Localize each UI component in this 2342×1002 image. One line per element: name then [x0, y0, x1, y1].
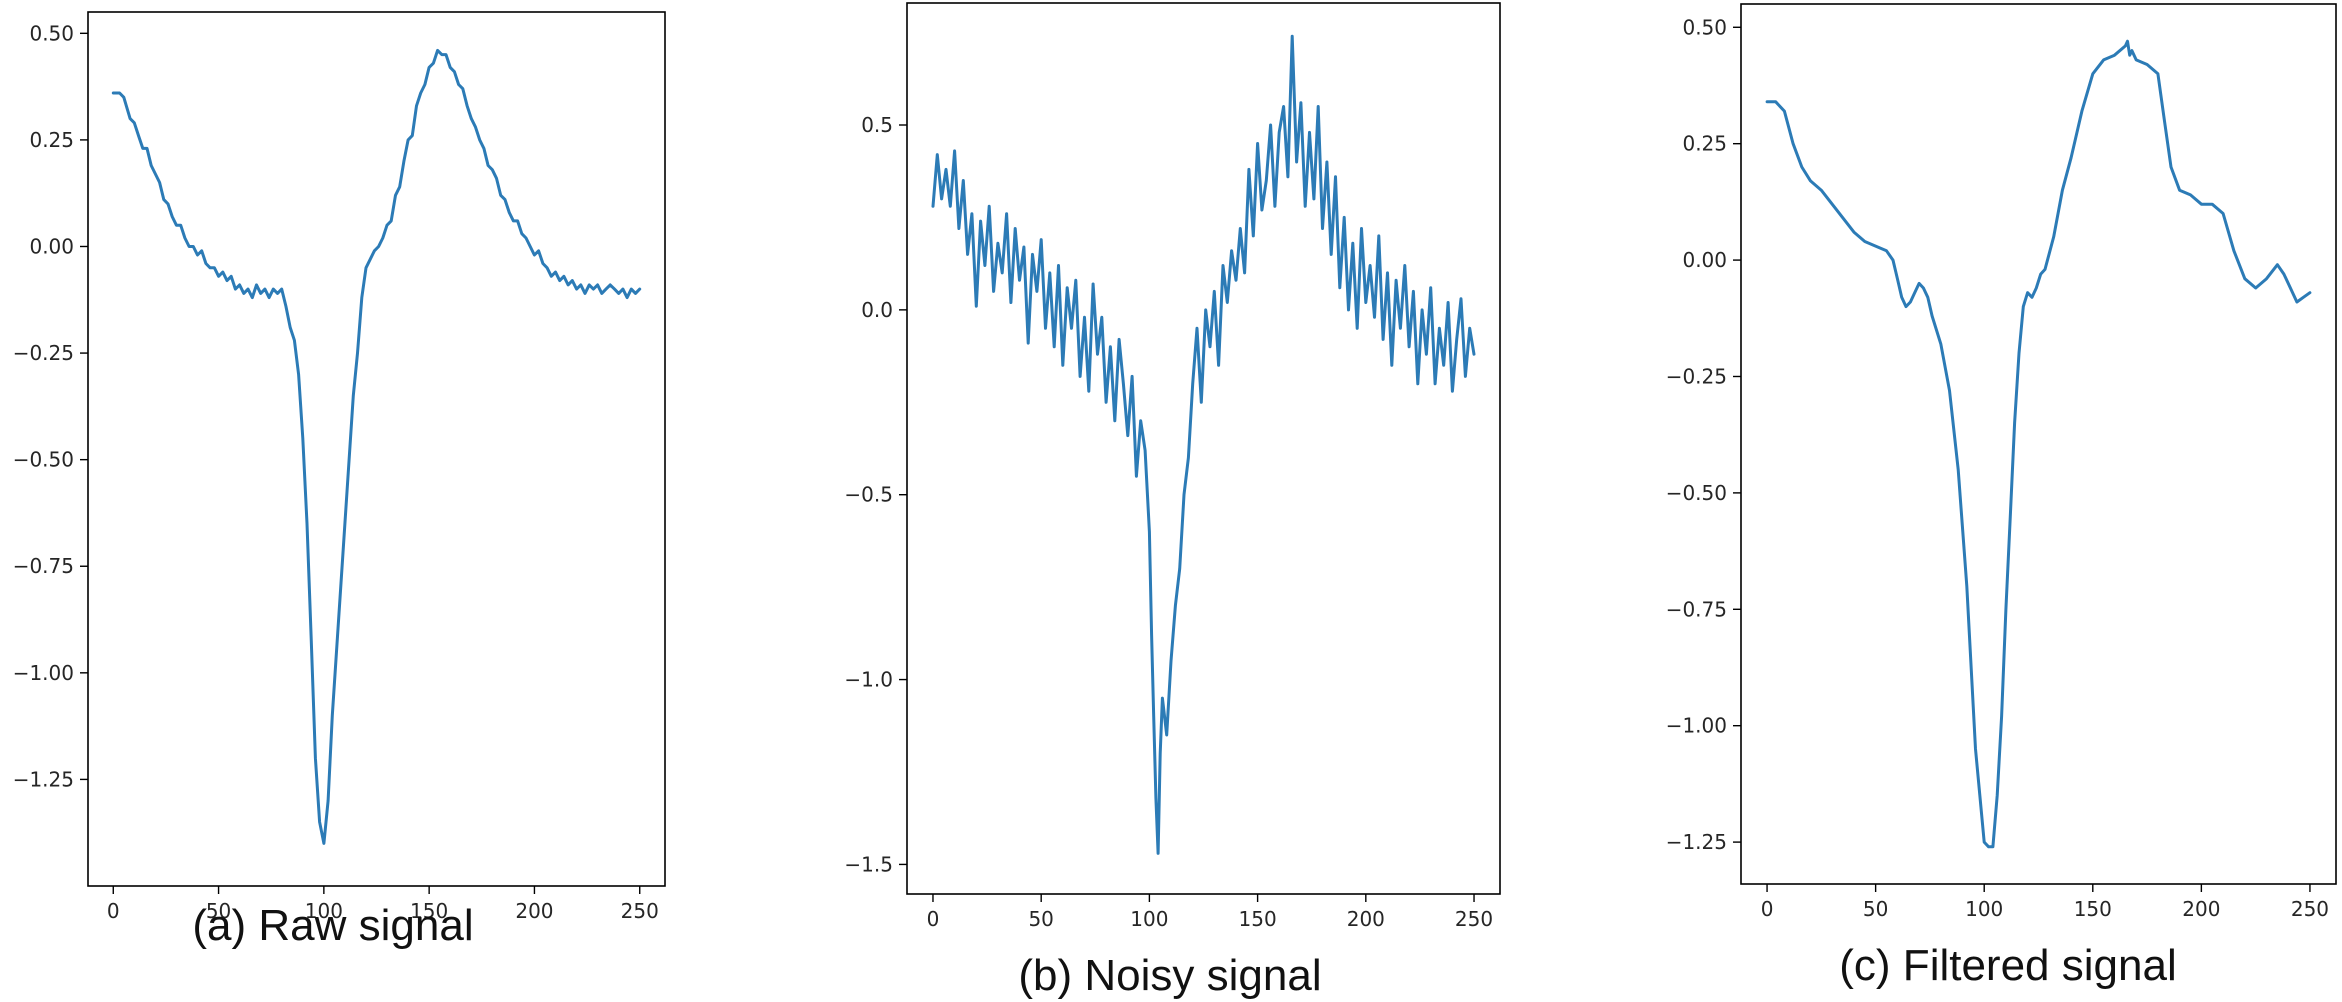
y-tick-label: 0.00	[29, 234, 74, 258]
panel-a: 0 50 100 150 200 250 0.50 0.25 0.00 −0.25 −0.50 −0.…	[13, 11, 666, 950]
x-tick-label: 250	[1455, 907, 1493, 931]
y-tick-label: −0.25	[1666, 364, 1727, 388]
x-tick-label: 100	[1130, 907, 1168, 931]
x-tick-label: 150	[2074, 897, 2112, 921]
x-tick-label: 0	[1761, 897, 1774, 921]
x-tick-label: 100	[305, 899, 343, 923]
panel-b: 0 50 100 150 200 250 0.5 0.0 −0.5 −1.0 −1.5 (b) No…	[844, 2, 1501, 1000]
panel-b-plot: 0 50 100 150 200 250 0.5 0.0 −0.5 −1.0 −1.5	[844, 2, 1501, 931]
y-tick-label: −0.75	[1666, 597, 1727, 621]
panel-a-frame	[87, 11, 666, 887]
x-tick-label: 0	[107, 899, 120, 923]
x-tick-label: 200	[1347, 907, 1385, 931]
y-tick-label: 0.25	[29, 128, 74, 152]
panel-c-series-line	[1765, 39, 2312, 849]
x-tick-label: 50	[206, 899, 231, 923]
x-tick-label: 150	[410, 899, 448, 923]
x-tick-label: 50	[1028, 907, 1053, 931]
y-tick-label: −1.0	[844, 668, 893, 692]
x-tick-label: 50	[1863, 897, 1888, 921]
x-tick-label: 250	[2291, 897, 2329, 921]
panel-a-caption: (a) Raw signal	[192, 901, 473, 950]
panel-b-frame	[906, 2, 1501, 895]
y-tick-label: −1.00	[1666, 714, 1727, 738]
y-tick-label: −1.00	[13, 661, 74, 685]
panel-b-caption: (b) Noisy signal	[1018, 951, 1321, 1000]
y-tick-label: −0.75	[13, 554, 74, 578]
x-tick-label: 200	[2182, 897, 2220, 921]
x-tick-label: 0	[927, 907, 940, 931]
y-tick-label: −0.5	[844, 483, 893, 507]
y-tick-label: 0.5	[861, 113, 893, 137]
panel-c-caption: (c) Filtered signal	[1839, 941, 2176, 990]
panel-c-frame	[1740, 3, 2337, 885]
panel-c-plot: 0 50 100 150 200 250 0.50 0.25 0.00 −0.25 −0.50 −0.…	[1666, 3, 2337, 921]
y-tick-label: −1.25	[13, 767, 74, 791]
x-tick-label: 250	[621, 899, 659, 923]
y-tick-label: −0.50	[13, 448, 74, 472]
y-tick-label: −0.50	[1666, 481, 1727, 505]
y-tick-label: 0.25	[1682, 132, 1727, 156]
y-tick-label: −1.5	[844, 852, 893, 876]
y-tick-label: −1.25	[1666, 830, 1727, 854]
y-tick-label: 0.0	[861, 298, 893, 322]
y-tick-label: 0.50	[1682, 15, 1727, 39]
panel-a-plot: 0 50 100 150 200 250 0.50 0.25 0.00 −0.25 −0.50 −0.…	[13, 11, 666, 923]
y-tick-label: −0.25	[13, 341, 74, 365]
panel-c: 0 50 100 150 200 250 0.50 0.25 0.00 −0.25 −0.50 −0.…	[1666, 3, 2337, 990]
y-tick-label: 0.50	[29, 21, 74, 45]
x-tick-label: 150	[1239, 907, 1277, 931]
x-tick-label: 200	[515, 899, 553, 923]
panel-a-series-line	[111, 48, 642, 845]
x-tick-label: 100	[1965, 897, 2003, 921]
y-tick-label: 0.00	[1682, 248, 1727, 272]
panel-b-series-line	[931, 34, 1476, 855]
